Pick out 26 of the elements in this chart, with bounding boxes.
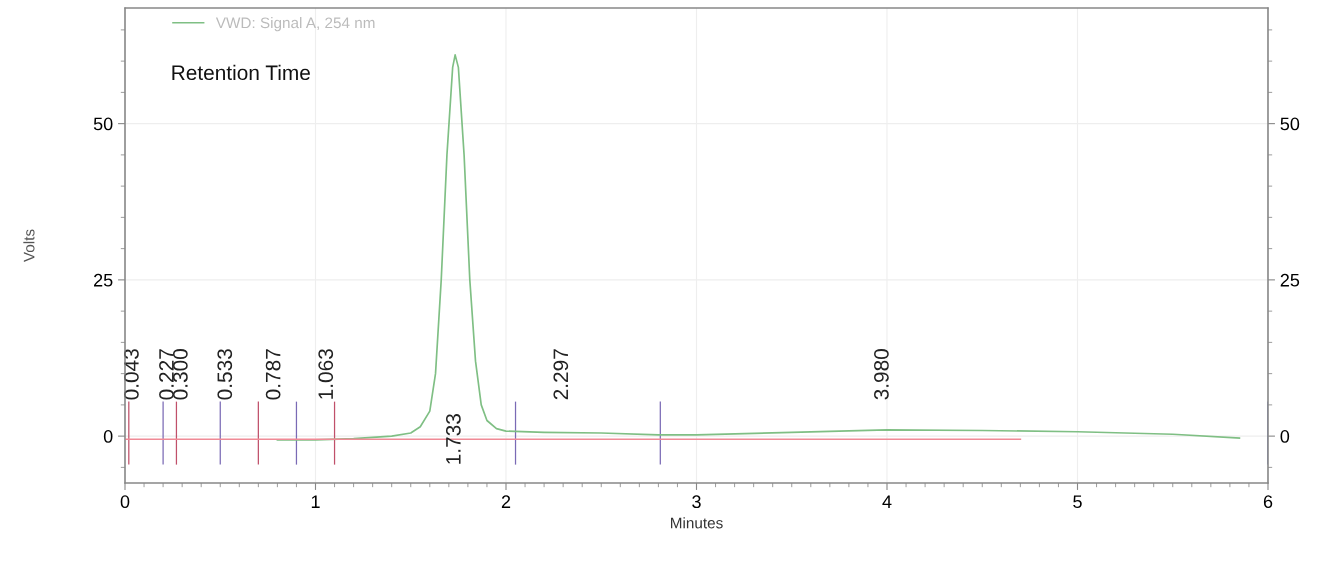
annotation: 0.787 — [265, 349, 281, 400]
annotation: 0.043 — [124, 349, 139, 400]
y-tick-label: 0 — [103, 430, 113, 443]
annotation: 1.733 — [445, 414, 461, 464]
y-tick-label: 25 — [94, 273, 113, 287]
annotation: 0.227 — [159, 349, 174, 400]
annotation: 2.297 — [553, 349, 569, 400]
y-axis-title: Volts — [23, 229, 35, 262]
x-tick-label: 0 — [120, 495, 130, 509]
x-tick-label: 6 — [1263, 495, 1273, 509]
x-axis-title: Minutes — [671, 517, 723, 529]
x-tick-label: 4 — [882, 495, 892, 508]
annotation: 0.300 — [172, 349, 188, 400]
y2-tick-label: 0 — [1280, 430, 1290, 443]
x-tick-label: 1 — [311, 495, 320, 508]
x-tick-label: 2 — [501, 495, 511, 508]
annotation: Retention Time — [172, 64, 310, 81]
annotation: 3.980 — [874, 349, 889, 400]
y2-tick-label: 25 — [1280, 273, 1300, 287]
y-tick-label: 50 — [93, 117, 113, 131]
annotation: 0.533 — [217, 349, 233, 400]
y2-tick-label: 50 — [1280, 117, 1300, 131]
legend-label: VWD: Signal A, 254 nm — [215, 17, 375, 32]
annotation: 1.063 — [318, 349, 334, 399]
x-tick-label: 5 — [1073, 495, 1082, 509]
x-tick-label: 3 — [692, 495, 701, 509]
